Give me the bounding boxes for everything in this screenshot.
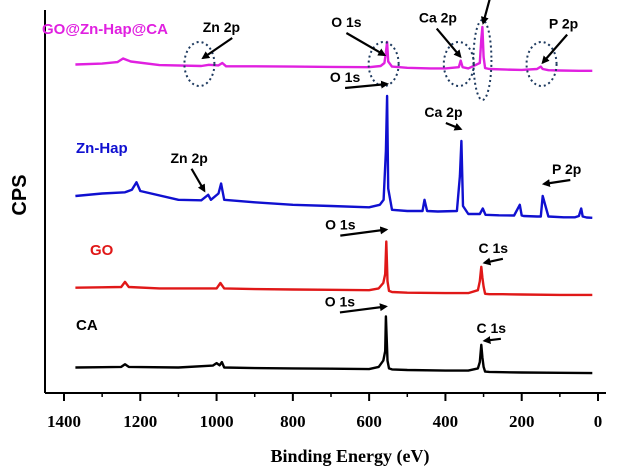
peak-annotation-arrow [445,121,463,131]
y-axis-title: CPS [9,174,31,215]
series-label: GO [90,242,114,259]
series-line-zn-hap [75,94,593,219]
x-axis-ticks: 1400 1200 1000 800 600 400 200 0 [47,393,602,431]
x-tick-label: 200 [509,412,535,431]
x-tick-label: 1400 [47,412,81,431]
peak-annotation-label: O 1s [330,69,361,85]
peak-annotation-arrow [480,0,491,25]
highlight-ellipses [183,19,558,101]
x-tick-label: 1000 [200,412,234,431]
peak-annotation-arrow [541,178,571,188]
peak-annotation-arrow [482,336,502,345]
x-axis-title: Binding Energy (eV) [270,446,429,467]
series-label: GO@Zn-Hap@CA [42,21,168,38]
spectra-series [75,25,593,375]
peak-annotation-arrow [201,37,233,60]
series-line-ca [75,315,593,375]
highlight-ellipse [183,41,216,87]
peak-annotation-label: C 1s [476,320,506,336]
x-tick-label: 800 [280,412,306,431]
peak-annotation-label: Zn 2p [203,19,240,35]
peak-annotation-arrow [435,27,462,59]
series-label: CA [76,317,98,334]
highlight-ellipse [472,19,493,101]
peak-annotation-label: Ca 2p [424,104,462,120]
peak-annotation-label: Zn 2p [170,150,207,166]
x-tick-label: 1200 [123,412,157,431]
peak-annotation-arrow [339,303,388,314]
x-tick-label: 400 [433,412,459,431]
series-line-go-zn-hap-ca [75,25,593,73]
x-tick-label: 0 [594,412,603,431]
peak-annotation-arrow [344,80,390,90]
peak-annotation-arrow [340,226,389,237]
peak-annotation-arrow [541,33,568,65]
peak-annotation-label: P 2p [549,16,578,32]
series-labels: GO@Zn-Hap@CA Zn-Hap GO CA [42,21,168,334]
series-line-go [75,240,593,297]
peak-annotation-label: O 1s [325,293,356,309]
peak-annotation-arrow [482,257,504,266]
peak-annotation-label: C 1s [478,240,508,256]
peak-annotation-label: Ca 2p [419,10,457,26]
series-label: Zn-Hap [76,140,128,157]
peak-annotation-label: O 1s [331,14,362,30]
peak-annotation-arrow [190,168,206,193]
peak-annotations: Zn 2p O 1s Ca 2p C 1s P 2p O 1s Ca 2p Zn 2p P 2p… [170,0,581,345]
peak-annotation-label: P 2p [552,161,581,177]
x-tick-label: 600 [356,412,382,431]
peak-annotation-arrow [345,32,387,57]
peak-annotation-label: O 1s [325,217,356,233]
highlight-ellipse [525,41,558,87]
highlight-ellipse [367,41,400,87]
